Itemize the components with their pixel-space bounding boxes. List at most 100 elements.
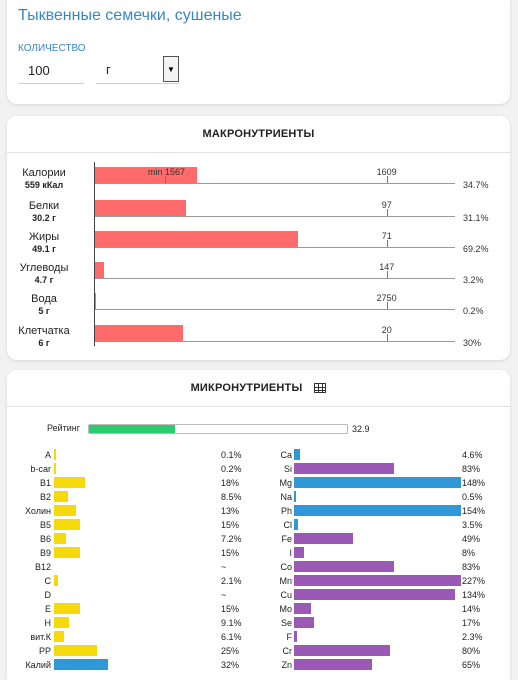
vitamin-row: H 9.1%	[7, 617, 257, 630]
macro-amount: 5 г	[38, 306, 50, 316]
vitamin-name: Холин	[25, 506, 51, 516]
mineral-percent: 8%	[462, 548, 476, 558]
mineral-name: Mo	[279, 604, 292, 614]
vitamin-percent: 15%	[221, 548, 240, 558]
vitamin-name: B6	[39, 534, 51, 544]
vitamin-row: B1 18%	[7, 477, 257, 490]
vitamin-bar	[54, 645, 97, 656]
macro-amount: 4.7 г	[34, 275, 54, 285]
vitamin-row: D ~	[7, 589, 257, 602]
quantity-card: Тыквенные семечки, сушеные КОЛИЧЕСТВО г …	[7, 0, 510, 104]
vitamin-row: B6 7.2%	[7, 533, 257, 546]
mineral-bar	[294, 603, 311, 614]
mineral-row: Mn 227%	[7, 575, 510, 588]
vitamin-bar	[54, 449, 56, 460]
mineral-name: Si	[283, 464, 292, 474]
mineral-percent: 2.3%	[462, 632, 483, 642]
macro-target-value: 20	[381, 325, 392, 335]
mineral-name: Mg	[279, 478, 292, 488]
vitamin-bar	[54, 659, 108, 670]
mineral-percent: 154%	[462, 506, 486, 516]
mineral-name: Zn	[281, 660, 292, 670]
macronutrients-card: МАКРОНУТРИЕНТЫ Калории 559 кКал 1609 34.7% m…	[7, 116, 510, 360]
mineral-name: Cl	[283, 520, 293, 530]
vitamin-name: A	[44, 450, 51, 460]
macro-line	[95, 341, 455, 342]
vitamin-row: B2 8.5%	[7, 491, 257, 504]
mineral-bar	[294, 477, 461, 488]
dropdown-arrow-icon[interactable]: ▼	[163, 56, 179, 82]
mineral-bar	[294, 449, 300, 460]
mineral-percent: 80%	[462, 646, 481, 656]
macro-percent: 34.7%	[463, 180, 489, 190]
vitamin-row: вит.К 6.1%	[7, 631, 257, 644]
vitamin-bar	[54, 603, 80, 614]
mineral-bar	[294, 505, 461, 516]
macro-target-tick	[387, 334, 388, 341]
macro-bar	[95, 293, 96, 309]
mineral-percent: 83%	[462, 464, 481, 474]
macro-name: Белки	[28, 200, 60, 212]
macro-target-value: 2750	[376, 293, 397, 303]
mineral-bar	[294, 631, 297, 642]
macro-min-tick	[165, 176, 166, 183]
macro-percent: 3.2%	[463, 275, 484, 285]
vitamin-name: B5	[39, 520, 51, 530]
vitamin-percent: 2.1%	[221, 576, 242, 586]
macro-target-value: 147	[379, 262, 395, 272]
vitamin-row: E 15%	[7, 603, 257, 616]
quantity-input[interactable]	[18, 58, 84, 84]
macro-min-label: min 1567	[148, 167, 186, 177]
table-icon[interactable]	[314, 383, 327, 393]
vitamin-percent: 25%	[221, 646, 240, 656]
vitamin-bar	[54, 491, 68, 502]
vitamin-name: Калий	[25, 660, 51, 670]
vitamin-bar	[54, 631, 64, 642]
macro-percent: 69.2%	[463, 244, 489, 254]
macronutrients-title: МАКРОНУТРИЕНТЫ	[202, 128, 315, 140]
macro-bar	[95, 231, 298, 247]
macro-name: Калории	[22, 167, 66, 179]
mineral-percent: 49%	[462, 534, 481, 544]
macro-target-tick	[387, 302, 388, 309]
mineral-bar	[294, 589, 455, 600]
unit-select[interactable]: г ▼	[96, 56, 179, 84]
macro-target-value: 97	[381, 200, 392, 210]
mineral-bar	[294, 659, 372, 670]
vitamin-percent: ~	[221, 590, 227, 600]
mineral-row: I 8%	[7, 547, 510, 560]
quantity-label: КОЛИЧЕСТВО	[18, 43, 86, 54]
mineral-percent: 0.5%	[462, 492, 483, 502]
vitamin-percent: 7.2%	[221, 534, 242, 544]
macro-target-value: 71	[381, 231, 392, 241]
mineral-row: Co 83%	[7, 561, 510, 574]
macro-bar	[95, 200, 186, 216]
mineral-percent: 134%	[462, 590, 486, 600]
mineral-percent: 14%	[462, 604, 481, 614]
vitamin-bar	[54, 617, 69, 628]
vitamin-name: B1	[39, 478, 51, 488]
mineral-name: Fe	[281, 534, 292, 544]
macro-line	[95, 278, 455, 279]
mineral-percent: 83%	[462, 562, 481, 572]
mineral-name: Ca	[280, 450, 292, 460]
mineral-name: F	[286, 632, 293, 642]
macro-percent: 0.2%	[463, 306, 484, 316]
mineral-name: Co	[280, 562, 292, 572]
vitamin-percent: 0.1%	[221, 450, 242, 460]
mineral-name: Se	[280, 618, 292, 628]
mineral-bar	[294, 645, 390, 656]
vitamin-row: A 0.1%	[7, 449, 257, 462]
macro-target-tick	[387, 271, 388, 278]
vitamin-percent: 6.1%	[221, 632, 242, 642]
mineral-bar	[294, 617, 314, 628]
vitamin-row: B5 15%	[7, 519, 257, 532]
mineral-percent: 148%	[462, 478, 486, 488]
mineral-name: Mn	[279, 576, 292, 586]
mineral-row: Ca 4.6%	[7, 449, 510, 462]
vitamin-percent: 32%	[221, 660, 240, 670]
macro-percent: 31.1%	[463, 213, 489, 223]
mineral-bar	[294, 491, 296, 502]
vitamin-row: C 2.1%	[7, 575, 257, 588]
macro-name: Углеводы	[19, 262, 69, 274]
